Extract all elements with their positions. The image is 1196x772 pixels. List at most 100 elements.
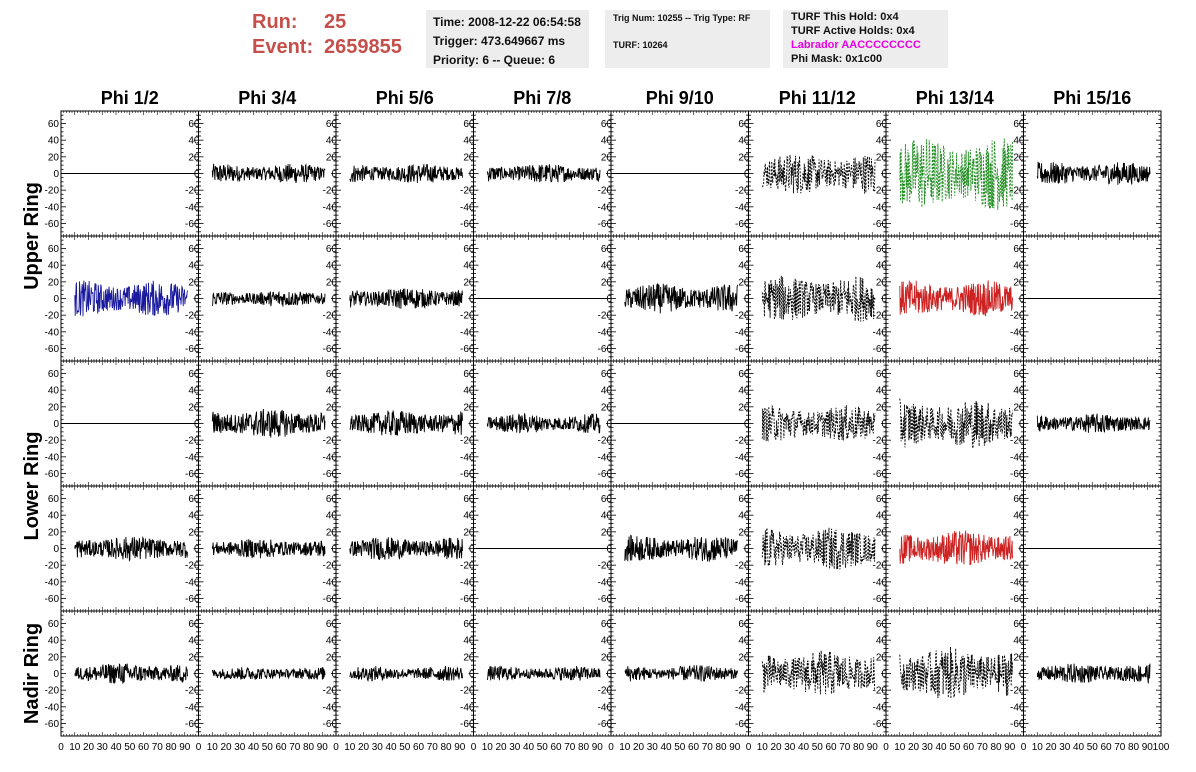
y-tick-label: 0 <box>53 544 59 555</box>
y-tick-label: -40 <box>460 452 475 463</box>
panel-frame <box>748 235 887 362</box>
y-tick-label: 20 <box>48 402 60 413</box>
y-tick-label: 60 <box>188 119 200 130</box>
run-label: Run: <box>252 11 298 33</box>
y-tick-label: 40 <box>1013 261 1025 272</box>
labrador-text: Labrador AACCCCCCCC <box>791 39 921 51</box>
column-title: Phi 9/10 <box>646 88 714 108</box>
y-tick-label: 20 <box>463 152 475 163</box>
time-text: Time: 2008-12-22 06:54:58 <box>433 15 581 29</box>
y-tick-label: 20 <box>601 402 613 413</box>
y-tick-label: -20 <box>185 436 200 447</box>
y-tick-label: 20 <box>188 402 200 413</box>
y-tick-label: -40 <box>598 327 613 338</box>
y-tick-label: 40 <box>601 511 613 522</box>
y-tick-label: 0 <box>744 419 750 430</box>
y-tick-label: 40 <box>188 136 200 147</box>
y-tick-label: 60 <box>1013 369 1025 380</box>
y-tick-label: 40 <box>876 136 888 147</box>
y-tick-label: -60 <box>45 594 60 605</box>
y-tick-label: 40 <box>463 511 475 522</box>
y-tick-label: 60 <box>326 244 338 255</box>
y-tick-label: 60 <box>48 244 60 255</box>
y-tick-label: -60 <box>1010 469 1025 480</box>
y-tick-label: 20 <box>876 277 888 288</box>
y-tick-label: -20 <box>598 436 613 447</box>
y-tick-label: -20 <box>323 436 338 447</box>
ring-label: Upper Ring <box>21 182 43 290</box>
y-tick-label: -60 <box>1010 344 1025 355</box>
waveform-trace <box>624 534 738 562</box>
y-tick-label: 60 <box>326 494 338 505</box>
y-tick-label: -40 <box>460 327 475 338</box>
priority-text: Priority: 6 -- Queue: 6 <box>433 53 556 67</box>
y-tick-label: -40 <box>45 577 60 588</box>
turf-info-box: TURF This Hold: 0x4 TURF Active Holds: 0… <box>783 10 948 68</box>
y-tick-label: 60 <box>48 119 60 130</box>
y-tick-label: 40 <box>738 261 750 272</box>
y-tick-label: 0 <box>881 294 887 305</box>
y-tick-label: 0 <box>1019 419 1025 430</box>
y-tick-label: 20 <box>876 152 888 163</box>
y-tick-label: 60 <box>601 244 613 255</box>
y-tick-label: -20 <box>460 186 475 197</box>
y-tick-label: 0 <box>606 419 612 430</box>
phi-mask-text: Phi Mask: 0x1c00 <box>791 53 883 65</box>
y-tick-label: -20 <box>185 311 200 322</box>
waveform-trace <box>349 410 463 436</box>
y-tick-label: -20 <box>185 186 200 197</box>
y-tick-label: -20 <box>735 311 750 322</box>
column-title: Phi 3/4 <box>238 88 296 108</box>
y-tick-label: 60 <box>463 244 475 255</box>
y-tick-label: -40 <box>185 452 200 463</box>
y-tick-label: -40 <box>45 202 60 213</box>
y-tick-label: 40 <box>601 261 613 272</box>
y-tick-label: -40 <box>460 577 475 588</box>
y-tick-label: -20 <box>185 561 200 572</box>
y-tick-label: 40 <box>48 386 60 397</box>
y-tick-label: -40 <box>323 327 338 338</box>
y-tick-label: -40 <box>598 452 613 463</box>
y-tick-label: -20 <box>1010 311 1025 322</box>
y-tick-label: -40 <box>323 577 338 588</box>
y-tick-label: 0 <box>469 419 475 430</box>
y-tick-label: 0 <box>331 544 337 555</box>
event-value: 2659855 <box>324 36 402 58</box>
y-tick-label: 0 <box>1019 169 1025 180</box>
y-tick-label: 20 <box>601 277 613 288</box>
y-tick-label: 20 <box>48 527 60 538</box>
waveform-trace <box>1036 161 1151 185</box>
y-tick-label: -60 <box>460 344 475 355</box>
y-tick-label: 60 <box>1013 119 1025 130</box>
y-tick-label: -40 <box>323 202 338 213</box>
y-tick-label: 60 <box>601 369 613 380</box>
y-tick-label: 20 <box>326 152 338 163</box>
y-tick-label: 20 <box>738 152 750 163</box>
column-title: Phi 7/8 <box>513 88 571 108</box>
waveform-trace <box>762 154 876 194</box>
y-tick-label: -20 <box>873 186 888 197</box>
y-tick-label: -60 <box>323 469 338 480</box>
y-tick-label: 20 <box>188 152 200 163</box>
y-tick-label: -40 <box>45 452 60 463</box>
y-tick-label: 60 <box>1013 244 1025 255</box>
waveform-trace <box>761 275 876 322</box>
y-tick-label: -60 <box>185 219 200 230</box>
waveform-trace <box>486 412 601 434</box>
y-tick-label: -20 <box>735 186 750 197</box>
y-tick-label: 0 <box>194 294 200 305</box>
y-tick-label: 40 <box>738 386 750 397</box>
y-tick-label: 40 <box>48 136 60 147</box>
y-tick-label: -60 <box>873 469 888 480</box>
trigger-text: Trigger: 473.649667 ms <box>433 34 566 48</box>
y-tick-label: 40 <box>188 511 200 522</box>
y-tick-label: 40 <box>463 261 475 272</box>
y-tick-label: -60 <box>598 469 613 480</box>
y-tick-label: 20 <box>738 402 750 413</box>
y-tick-label: -20 <box>45 311 60 322</box>
y-tick-label: -40 <box>598 577 613 588</box>
y-tick-label: 40 <box>1013 386 1025 397</box>
y-tick-label: -60 <box>735 344 750 355</box>
y-tick-label: 40 <box>326 386 338 397</box>
y-tick-label: 60 <box>601 119 613 130</box>
